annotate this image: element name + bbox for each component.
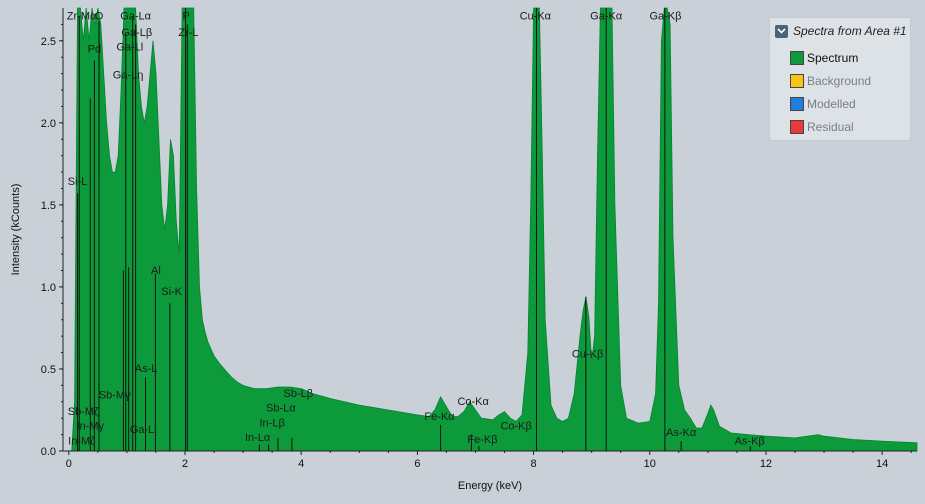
peak-label: P bbox=[182, 10, 189, 22]
peak-label: In-Lα bbox=[245, 432, 271, 444]
legend-label-spectrum: Spectrum bbox=[807, 51, 859, 65]
x-tick-label: 14 bbox=[876, 458, 888, 470]
peak-label: Fe-Kβ bbox=[467, 434, 497, 446]
peak-label: Ga-Ll bbox=[116, 42, 143, 54]
peak-label: As-Kα bbox=[666, 427, 697, 439]
peak-label: Ga-Ll bbox=[130, 424, 157, 436]
peak-label: As-L bbox=[135, 363, 158, 375]
peak-label: As-Kβ bbox=[735, 435, 765, 447]
legend-swatch-residual bbox=[790, 120, 804, 134]
peak-label: Fe-Kα bbox=[424, 411, 455, 423]
x-tick-label: 6 bbox=[414, 458, 420, 470]
y-axis-label: Intensity (kCounts) bbox=[10, 184, 22, 276]
legend-swatch-spectrum bbox=[790, 51, 804, 65]
x-tick-label: 2 bbox=[182, 458, 188, 470]
legend-item-background[interactable]: Background bbox=[790, 74, 871, 88]
peak-label: Si-L bbox=[68, 176, 88, 188]
peak-label: Sb-Lβ bbox=[284, 388, 314, 400]
peak-label: Sb-Lα bbox=[266, 403, 296, 415]
peak-label: Ga-Kα bbox=[590, 10, 623, 22]
peak-label: Zr-L bbox=[178, 27, 198, 39]
x-tick-label: 8 bbox=[531, 458, 537, 470]
peak-label: Si-K bbox=[161, 286, 182, 298]
y-tick-label: 2.0 bbox=[41, 118, 56, 130]
peak-label: Ga-Lα bbox=[120, 10, 151, 22]
peak-label: O bbox=[95, 10, 104, 22]
legend-swatch-background bbox=[790, 74, 804, 88]
legend-item-residual[interactable]: Residual bbox=[790, 120, 854, 134]
peak-label: Co-Kα bbox=[457, 396, 489, 408]
peak-label: Co-Kβ bbox=[500, 421, 531, 433]
legend-label-modelled: Modelled bbox=[807, 97, 856, 111]
x-tick-label: 4 bbox=[298, 458, 304, 470]
legend-title: Spectra from Area #1 bbox=[793, 24, 907, 38]
y-tick-label: 0.0 bbox=[41, 446, 56, 458]
peak-label: Ga-Kβ bbox=[649, 10, 681, 22]
legend-label-background: Background bbox=[807, 74, 872, 88]
x-tick-label: 0 bbox=[66, 458, 72, 470]
x-tick-label: 10 bbox=[644, 458, 656, 470]
peak-label: Cu-Kα bbox=[520, 10, 552, 22]
x-tick-label: 12 bbox=[760, 458, 772, 470]
peak-label: Ga-Lη bbox=[113, 70, 144, 82]
peak-label: Sb-Mγ bbox=[99, 389, 131, 401]
chevron-down-icon[interactable] bbox=[775, 24, 788, 38]
y-tick-label: 1.0 bbox=[41, 282, 56, 294]
legend-item-modelled[interactable]: Modelled bbox=[790, 97, 856, 111]
peak-label: In-Lβ bbox=[259, 417, 284, 429]
legend-item-spectrum[interactable]: Spectrum bbox=[790, 51, 858, 65]
peak-label: Ga-Lβ bbox=[121, 27, 152, 39]
legend-header: Spectra from Area #1 bbox=[775, 24, 907, 38]
y-tick-label: 2.5 bbox=[41, 36, 56, 48]
y-tick-label: 1.5 bbox=[41, 200, 56, 212]
peak-label: In-Mγ bbox=[77, 421, 105, 433]
peak-label: Pd bbox=[88, 43, 101, 55]
peak-label: Zr-Mα bbox=[67, 10, 97, 22]
legend-panel: Spectra from Area #1 Spectrum Background… bbox=[769, 17, 911, 141]
legend-swatch-modelled bbox=[790, 97, 804, 111]
peak-label: In-Mζ bbox=[68, 435, 95, 447]
peak-label: Cu-Kβ bbox=[572, 348, 603, 360]
legend-label-residual: Residual bbox=[807, 120, 854, 134]
y-tick-label: 0.5 bbox=[41, 364, 56, 376]
peak-label: Al bbox=[151, 265, 161, 277]
peak-label: Sb-Mζ bbox=[68, 406, 99, 418]
x-axis-label: Energy (keV) bbox=[458, 480, 522, 492]
